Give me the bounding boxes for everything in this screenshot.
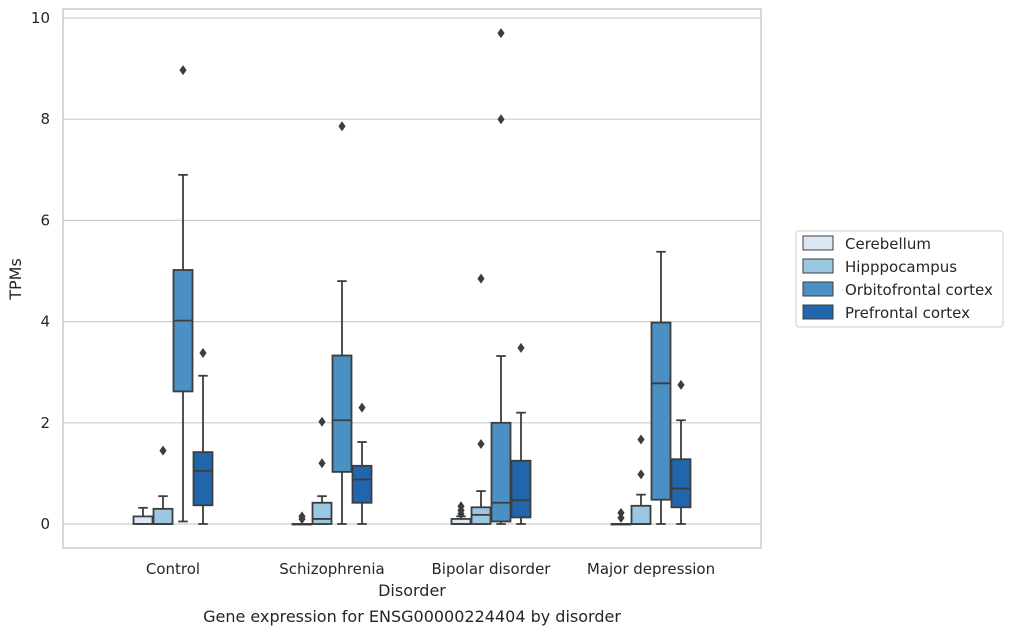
outlier-point [159,445,167,456]
y-axis-ticks: 0 2 4 6 8 10 [31,9,50,533]
x-tick-label: Schizophrenia [279,560,384,578]
box-body [670,458,692,509]
legend: Cerebellum Hipppocampus Orbitofrontal cort… [795,230,1004,328]
legend-swatch [802,304,834,320]
box-0-2 [172,65,194,523]
outlier-point [677,379,685,390]
legend-frame [795,230,1004,328]
x-tick-label: Major depression [587,560,715,578]
legend-swatch [802,258,834,274]
y-tick-label: 10 [31,9,50,27]
outlier-point [338,121,346,132]
box-0-0 [132,506,154,525]
outlier-point [637,434,645,445]
y-tick-label: 4 [40,313,50,331]
x-axis-title: Disorder [378,581,446,600]
outlier-point [199,347,207,358]
outlier-point [318,458,326,469]
x-tick-label: Control [146,560,200,578]
outlier-point [517,342,525,353]
legend-swatch [802,281,834,297]
outlier-point [179,65,187,76]
outlier-point [477,439,485,450]
box-body [650,321,672,501]
outlier-point [457,501,465,512]
y-tick-label: 2 [40,414,50,432]
outlier-point [617,507,625,518]
box-body [172,269,194,393]
legend-swatch [802,235,834,251]
outlier-point [497,114,505,125]
box-2-1 [470,273,492,525]
box-1-3 [351,402,373,525]
chart-caption: Gene expression for ENSG00000224404 by d… [203,607,621,626]
legend-label: Prefrontal cortex [845,304,970,322]
legend-label: Cerebellum [845,235,931,253]
legend-label: Orbitofrontal cortex [845,281,993,299]
x-axis-ticks: Control Schizophrenia Bipolar disorder Majo… [146,560,715,578]
legend-label: Hipppocampus [845,258,957,276]
box-body [331,354,353,473]
box-body [351,464,373,504]
y-tick-label: 6 [40,211,50,229]
boxes [132,28,692,526]
box-1-1 [311,416,333,525]
box-1-0 [291,511,313,526]
box-body [490,421,512,523]
box-body [132,515,154,525]
outlier-point [497,28,505,39]
box-2-0 [450,501,472,525]
outlier-point [617,512,625,523]
box-body [630,504,652,525]
outlier-point [358,402,366,413]
outlier-point [318,416,326,427]
y-axis-title: TPMs [6,258,25,301]
y-tick-label: 0 [40,515,50,533]
outlier-point [637,469,645,480]
box-body [192,451,214,507]
box-1-2 [331,121,353,525]
box-body [311,501,333,525]
outlier-point [477,273,485,284]
outlier-point [298,511,306,522]
x-tick-label: Bipolar disorder [432,560,552,578]
box-2-3 [510,342,532,525]
y-tick-label: 8 [40,110,50,128]
box-body [510,459,532,519]
box-0-3 [192,347,214,525]
box-3-0 [610,507,632,526]
box-body [152,507,174,525]
box-3-1 [630,434,652,525]
box-0-1 [152,445,174,525]
box-2-2 [490,28,512,525]
box-3-3 [670,379,692,525]
box-3-2 [650,250,672,525]
